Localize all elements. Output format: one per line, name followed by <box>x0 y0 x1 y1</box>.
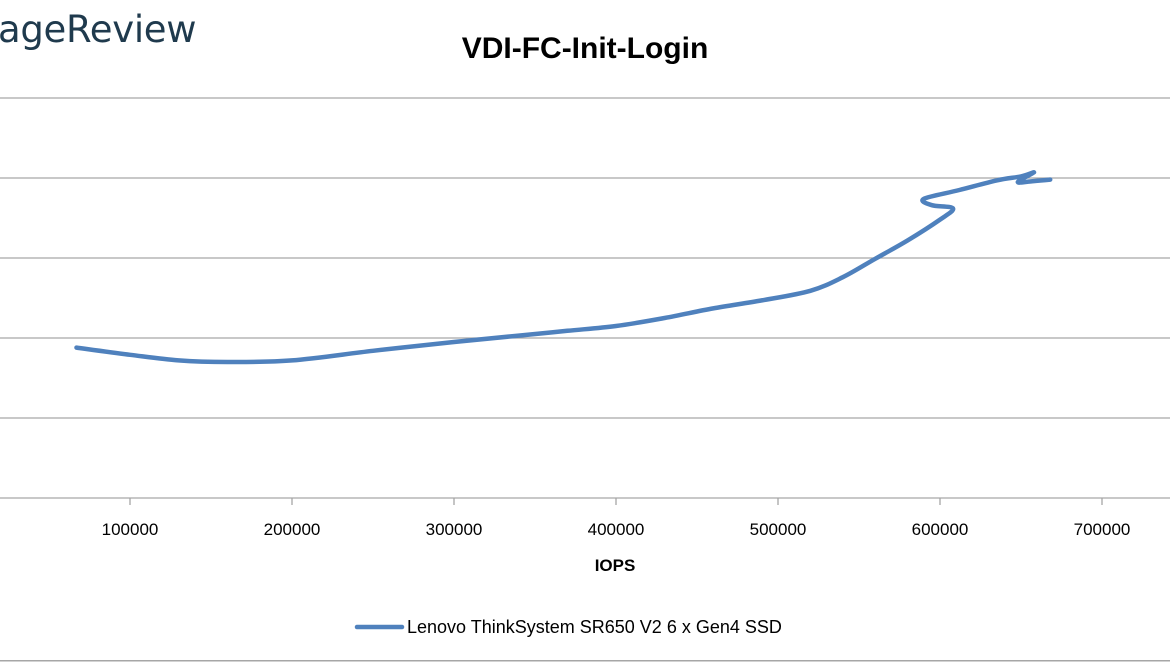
x-tick-label-1: 200000 <box>264 520 321 539</box>
x-axis-tick-labels: 100000 200000 300000 400000 500000 600000 7000… <box>102 520 1131 539</box>
x-axis-label: IOPS <box>595 556 636 575</box>
watermark-logo: ageReview <box>0 8 197 51</box>
x-axis-ticks <box>129 498 1103 505</box>
legend: Lenovo ThinkSystem SR650 V2 6 x Gen4 SSD <box>354 617 782 637</box>
gridlines <box>0 97 1170 419</box>
x-tick-label-5: 600000 <box>912 520 969 539</box>
series-line-0 <box>74 170 1053 365</box>
series-group <box>74 170 1053 365</box>
x-tick-label-6: 700000 <box>1074 520 1131 539</box>
x-tick-label-2: 300000 <box>426 520 483 539</box>
x-tick-label-3: 400000 <box>588 520 645 539</box>
chart-title: VDI-FC-Init-Login <box>462 32 709 65</box>
x-tick-label-0: 100000 <box>102 520 159 539</box>
x-tick-label-4: 500000 <box>750 520 807 539</box>
chart-border <box>0 660 1170 662</box>
legend-label-0: Lenovo ThinkSystem SR650 V2 6 x Gen4 SSD <box>407 617 782 637</box>
